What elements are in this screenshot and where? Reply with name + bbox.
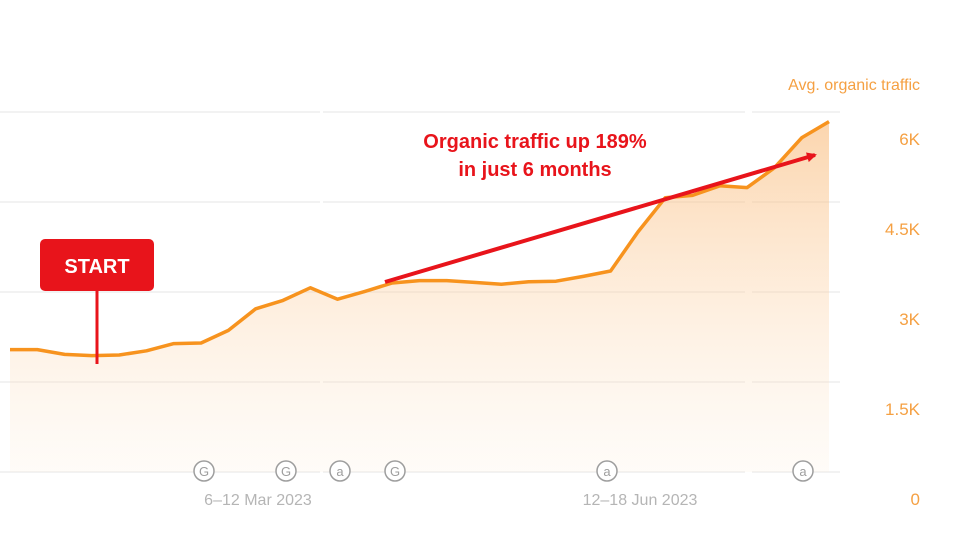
- marker-circle: [193, 460, 215, 482]
- google-update-marker[interactable]: G: [384, 460, 406, 482]
- y-axis-title: Avg. organic traffic: [788, 77, 920, 94]
- marker-letter: G: [281, 464, 291, 479]
- annotations: Organic traffic up 189% in just 6 months…: [40, 131, 817, 364]
- growth-arrow: [384, 152, 817, 284]
- marker-circle: [792, 460, 814, 482]
- ahrefs-annotation-marker[interactable]: a: [329, 460, 351, 482]
- y-axis: Avg. organic traffic 0 1.5K 3K 4.5K 6K: [788, 77, 921, 509]
- area-fill-path: [10, 121, 829, 472]
- google-update-marker[interactable]: G: [275, 460, 297, 482]
- y-tick-label: 0: [911, 490, 920, 509]
- marker-circle: [275, 460, 297, 482]
- traffic-series-line: [10, 120, 830, 358]
- marker-circle: [329, 460, 351, 482]
- marker-circle: [384, 460, 406, 482]
- growth-annotation-line2: in just 6 months: [458, 159, 611, 181]
- ahrefs-annotation-marker[interactable]: a: [792, 460, 814, 482]
- marker-letter: G: [390, 464, 400, 479]
- growth-annotation-line1: Organic traffic up 189%: [423, 131, 647, 153]
- y-tick-label: 6K: [899, 130, 920, 149]
- x-axis: 6–12 Mar 2023 12–18 Jun 2023: [204, 492, 697, 509]
- google-update-marker[interactable]: G: [193, 460, 215, 482]
- marker-circle: [596, 460, 618, 482]
- marker-letter: a: [603, 464, 611, 479]
- y-tick-label: 4.5K: [885, 220, 921, 239]
- marker-letter: G: [199, 464, 209, 479]
- y-tick-label: 1.5K: [885, 400, 921, 419]
- x-tick-label: 6–12 Mar 2023: [204, 492, 312, 509]
- y-tick-label: 3K: [899, 310, 920, 329]
- ahrefs-annotation-marker[interactable]: a: [596, 460, 618, 482]
- start-badge: [40, 239, 154, 291]
- area-fill: [10, 121, 829, 472]
- marker-letter: a: [799, 464, 807, 479]
- marker-letter: a: [336, 464, 344, 479]
- x-tick-label: 12–18 Jun 2023: [583, 492, 698, 509]
- traffic-line: [10, 120, 830, 358]
- start-label: START: [64, 256, 129, 278]
